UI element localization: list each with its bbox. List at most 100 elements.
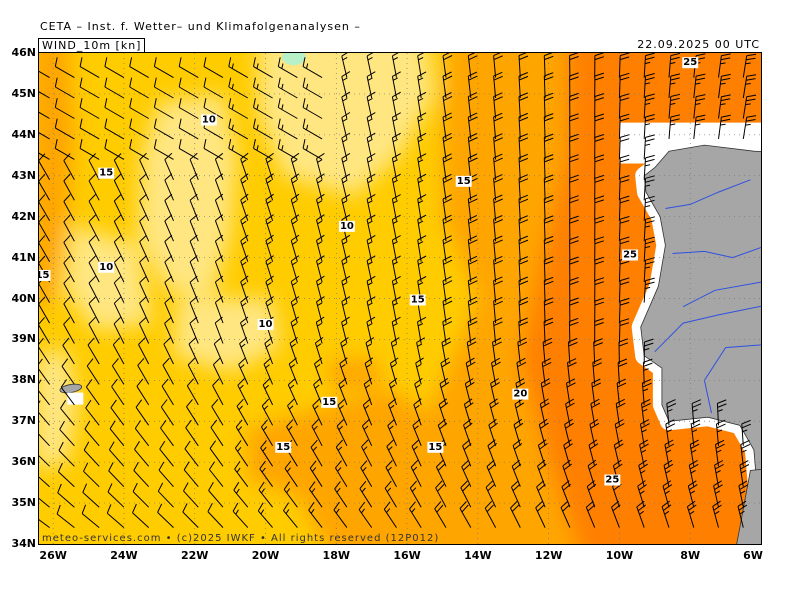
wind-barb — [54, 118, 75, 140]
calm-zone-west — [63, 224, 153, 332]
wind-barb — [742, 74, 757, 99]
wind-barb — [153, 98, 174, 119]
wind-barb — [439, 377, 450, 406]
wind-barb — [693, 94, 706, 119]
wind-barb — [164, 193, 174, 221]
wind-barb — [637, 480, 647, 508]
wind-barb — [640, 419, 650, 446]
wind-barb — [153, 77, 174, 99]
wind-barb — [391, 296, 401, 324]
lat-tick-label: 39N — [11, 332, 36, 346]
wind-barb — [666, 399, 677, 426]
contour-label-bg — [512, 388, 529, 400]
wind-barb — [594, 215, 605, 242]
wind-barb — [618, 53, 630, 78]
wind-barb — [538, 418, 549, 446]
wind-barb — [594, 53, 605, 78]
wind-barb — [139, 255, 150, 283]
wind-barb — [643, 236, 655, 262]
wind-barb — [39, 111, 50, 119]
wind-barb — [643, 277, 655, 303]
wind-barb — [134, 420, 150, 447]
wind-barb — [63, 153, 75, 181]
wind-barb — [85, 379, 100, 406]
wind-barb — [442, 214, 453, 242]
wind-barb — [618, 236, 630, 262]
wind-barb — [492, 337, 502, 365]
wind-barb — [569, 133, 579, 160]
wind-barb — [417, 112, 427, 139]
wind-barb — [441, 337, 452, 365]
wind-barb — [467, 92, 478, 119]
wind-barb — [39, 421, 50, 447]
wind-barb — [139, 173, 150, 201]
wind-barb — [587, 459, 598, 487]
wind-barb — [615, 398, 626, 426]
wind-barb — [491, 357, 501, 385]
wind-barb — [253, 118, 273, 140]
wind-barb — [569, 72, 579, 99]
wind-barb — [742, 94, 757, 119]
wind-barb — [104, 57, 125, 79]
valid-datetime: 22.09.2025 00 UTC — [637, 38, 760, 51]
wind-barb — [132, 503, 150, 528]
wind-barb — [668, 114, 681, 139]
wind-barb — [543, 53, 554, 78]
wind-barb — [164, 234, 174, 262]
wind-barb — [417, 255, 427, 283]
copyright-footer: meteo-services.com • (c)2025 IWKF • All … — [42, 533, 440, 544]
wind-barb — [240, 193, 249, 221]
wind-barb — [467, 214, 478, 242]
wind-barb — [461, 459, 472, 487]
contour-label-bg — [200, 114, 217, 126]
wind-barb — [302, 77, 323, 99]
wind-barb — [208, 482, 224, 508]
wind-barb — [188, 337, 199, 365]
wind-barb — [540, 378, 551, 405]
wind-barb — [543, 154, 554, 180]
wind-barb — [160, 399, 174, 426]
wind-barb — [314, 336, 324, 365]
wind-barb — [438, 398, 449, 426]
contour-label: 10 — [202, 114, 216, 125]
lat-tick-label: 36N — [11, 455, 36, 469]
wind-barb — [742, 115, 757, 139]
wind-barb — [618, 93, 630, 119]
wind-barb — [277, 77, 298, 99]
wind-barb — [391, 53, 399, 78]
calm-zone-north — [138, 93, 238, 299]
wind-barb — [737, 500, 748, 528]
wind-barb — [88, 275, 100, 303]
wind-barb — [594, 134, 605, 160]
wind-barb — [385, 460, 397, 487]
wind-barb — [63, 173, 75, 201]
wind-barb — [442, 194, 453, 221]
wind-barb — [543, 317, 554, 344]
wind-barb — [277, 98, 298, 119]
wind-barb — [618, 134, 630, 160]
wind-barb — [63, 296, 75, 324]
wind-barb — [543, 215, 554, 242]
wind-barb — [467, 276, 478, 303]
wind-barb — [233, 481, 249, 508]
wind-barb — [459, 501, 472, 528]
wind-barb — [618, 154, 630, 180]
wind-barb — [643, 154, 655, 180]
wind-barb — [543, 72, 554, 99]
lon-tick-label: 8W — [680, 549, 701, 562]
wind-barb — [543, 113, 554, 139]
wind-barb — [88, 255, 100, 283]
map-source-title: CETA – Inst. f. Wetter– und Klimafolgena… — [40, 20, 361, 33]
wind-barb — [616, 378, 627, 405]
wind-barb — [360, 460, 373, 487]
wind-barb — [39, 91, 50, 99]
wind-barb — [510, 480, 521, 508]
wind-barb — [643, 216, 655, 242]
wind-barb — [263, 357, 274, 385]
river-3 — [665, 179, 751, 209]
contour-label: 15 — [99, 168, 113, 179]
wind-barb — [316, 296, 325, 324]
wind-barb — [164, 316, 174, 344]
wind-barb — [113, 316, 125, 344]
contour-label: 15 — [411, 295, 425, 306]
